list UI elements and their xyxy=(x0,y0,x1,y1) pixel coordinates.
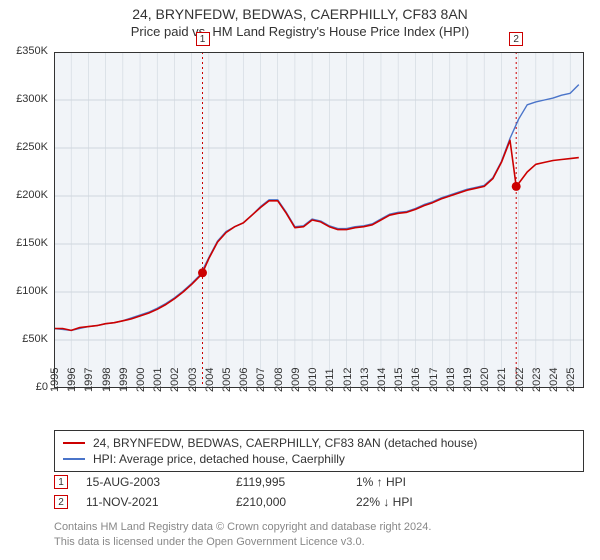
x-tick-label: 2025 xyxy=(565,368,577,392)
sale-row-hpi: 1% ↑ HPI xyxy=(356,475,406,489)
y-tick-label: £300K xyxy=(16,93,48,105)
legend-swatch xyxy=(63,458,85,460)
x-tick-label: 2000 xyxy=(135,368,147,392)
legend-label: HPI: Average price, detached house, Caer… xyxy=(93,452,345,466)
x-tick-label: 2023 xyxy=(531,368,543,392)
sale-row-date: 11-NOV-2021 xyxy=(86,495,236,509)
x-tick-label: 2018 xyxy=(445,368,457,392)
y-tick-label: £350K xyxy=(16,45,48,57)
sale-row-hpi: 22% ↓ HPI xyxy=(356,495,413,509)
sale-row: 2 11-NOV-2021£210,00022% ↓ HPI xyxy=(54,492,584,512)
x-tick-label: 2020 xyxy=(479,368,491,392)
x-tick-label: 2008 xyxy=(273,368,285,392)
y-tick-label: £0 xyxy=(36,381,48,393)
price-chart: £0£50K£100K£150K£200K£250K£300K£350K1995… xyxy=(54,52,584,388)
footnote-line1: Contains HM Land Registry data © Crown c… xyxy=(54,520,584,535)
x-tick-label: 2005 xyxy=(221,368,233,392)
y-tick-label: £250K xyxy=(16,141,48,153)
y-tick-label: £100K xyxy=(16,285,48,297)
x-tick-label: 1998 xyxy=(101,368,113,392)
x-tick-label: 2011 xyxy=(324,368,336,392)
x-tick-label: 2021 xyxy=(496,368,508,392)
legend: 24, BRYNFEDW, BEDWAS, CAERPHILLY, CF83 8… xyxy=(54,430,584,472)
x-tick-label: 2007 xyxy=(255,368,267,392)
x-tick-label: 2002 xyxy=(169,368,181,392)
legend-item: HPI: Average price, detached house, Caer… xyxy=(63,451,575,467)
x-tick-label: 2024 xyxy=(548,368,560,392)
x-tick-label: 1997 xyxy=(83,368,95,392)
x-tick-label: 1996 xyxy=(66,368,78,392)
x-tick-label: 2015 xyxy=(393,368,405,392)
x-tick-label: 2004 xyxy=(204,368,216,392)
title-main: 24, BRYNFEDW, BEDWAS, CAERPHILLY, CF83 8… xyxy=(0,6,600,22)
legend-swatch xyxy=(63,442,85,444)
x-tick-label: 2009 xyxy=(290,368,302,392)
x-tick-label: 2019 xyxy=(462,368,474,392)
x-tick-label: 1995 xyxy=(49,368,61,392)
x-tick-label: 2017 xyxy=(428,368,440,392)
sale-row-price: £210,000 xyxy=(236,495,356,509)
x-tick-label: 2016 xyxy=(410,368,422,392)
sale-row-marker: 2 xyxy=(54,495,68,509)
sale-row-price: £119,995 xyxy=(236,475,356,489)
sale-marker-box: 2 xyxy=(509,32,523,46)
x-tick-label: 2022 xyxy=(514,368,526,392)
footnote: Contains HM Land Registry data © Crown c… xyxy=(54,520,584,550)
sale-marker-box: 1 xyxy=(196,32,210,46)
y-tick-label: £200K xyxy=(16,189,48,201)
x-tick-label: 2001 xyxy=(152,368,164,392)
x-tick-label: 2014 xyxy=(376,368,388,392)
chart-svg xyxy=(54,52,584,388)
x-tick-label: 2003 xyxy=(187,368,199,392)
footnote-line2: This data is licensed under the Open Gov… xyxy=(54,535,584,550)
sale-row-date: 15-AUG-2003 xyxy=(86,475,236,489)
legend-label: 24, BRYNFEDW, BEDWAS, CAERPHILLY, CF83 8… xyxy=(93,436,477,450)
x-tick-label: 2010 xyxy=(307,368,319,392)
sale-row-marker: 1 xyxy=(54,475,68,489)
sale-rows: 1 15-AUG-2003£119,9951% ↑ HPI 2 11-NOV-2021… xyxy=(54,472,584,512)
sale-row: 1 15-AUG-2003£119,9951% ↑ HPI xyxy=(54,472,584,492)
x-tick-label: 2012 xyxy=(342,368,354,392)
x-tick-label: 1999 xyxy=(118,368,130,392)
y-tick-label: £50K xyxy=(22,333,48,345)
legend-item: 24, BRYNFEDW, BEDWAS, CAERPHILLY, CF83 8… xyxy=(63,435,575,451)
x-tick-label: 2006 xyxy=(238,368,250,392)
x-tick-label: 2013 xyxy=(359,368,371,392)
y-tick-label: £150K xyxy=(16,237,48,249)
